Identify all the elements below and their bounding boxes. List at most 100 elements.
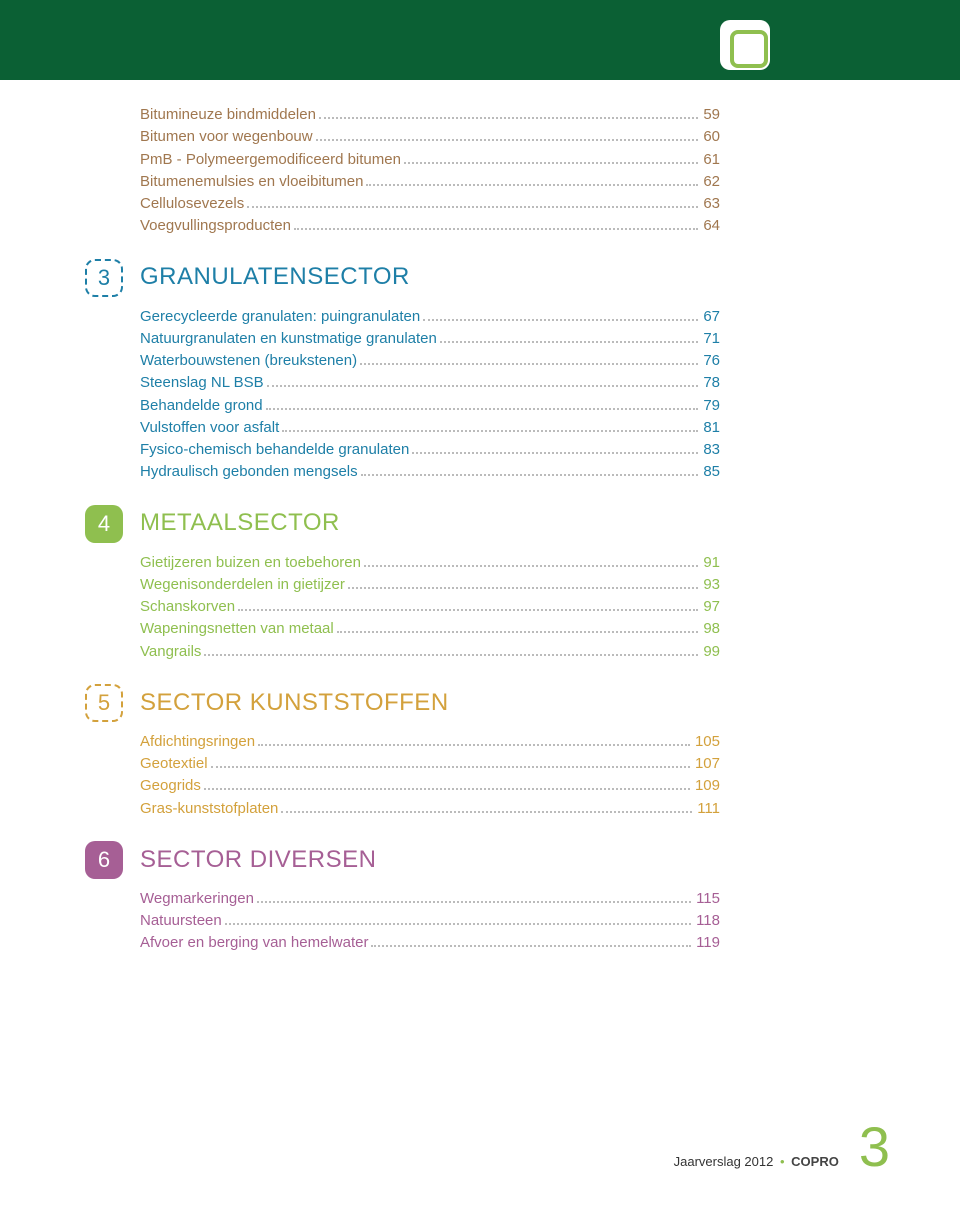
toc-item-label: Cellulosevezels — [140, 194, 244, 214]
dot-leader — [423, 319, 698, 321]
toc-item-page: 78 — [701, 373, 720, 393]
dot-leader — [360, 363, 698, 365]
footer-report-label: Jaarverslag 2012 — [674, 1154, 774, 1169]
toc-item-page: 59 — [701, 105, 720, 125]
dot-leader — [267, 385, 699, 387]
tab-notch-icon — [720, 20, 770, 70]
footer-brand: COPRO — [791, 1154, 839, 1169]
toc-item: Fysico-chemisch behandelde granulaten 83 — [140, 440, 720, 460]
dot-leader — [294, 228, 698, 230]
toc-item-label: Waterbouwstenen (breukstenen) — [140, 351, 357, 371]
section-header: 3 GRANULATENSECTOR — [85, 259, 720, 297]
section-title: SECTOR DIVERSEN — [140, 844, 376, 876]
toc-item: Bitumenemulsies en vloeibitumen 62 — [140, 172, 720, 192]
toc-item: Afvoer en berging van hemelwater119 — [140, 933, 720, 953]
toc-item-label: Natuursteen — [140, 911, 222, 931]
toc-item-page: 83 — [701, 440, 720, 460]
toc-item-page: 91 — [701, 553, 720, 573]
toc-item-label: Wegmarkeringen — [140, 889, 254, 909]
dot-leader — [204, 654, 698, 656]
toc-item-label: Gras-kunststofplaten — [140, 799, 278, 819]
dot-leader — [247, 206, 698, 208]
dot-leader — [440, 341, 698, 343]
toc-item-label: Afdichtingsringen — [140, 732, 255, 752]
dot-leader — [337, 631, 699, 633]
toc-item: Voegvullingsproducten 64 — [140, 216, 720, 236]
toc-item: Wegenisonderdelen in gietijzer 93 — [140, 575, 720, 595]
dot-leader — [366, 184, 698, 186]
toc-item-label: Bitumenemulsies en vloeibitumen — [140, 172, 363, 192]
section-title: SECTOR KUNSTSTOFFEN — [140, 687, 449, 719]
dot-leader — [361, 474, 699, 476]
toc-item-label: Bitumen voor wegenbouw — [140, 127, 313, 147]
toc-item-label: Wegenisonderdelen in gietijzer — [140, 575, 345, 595]
toc-item-page: 111 — [695, 799, 720, 819]
toc-item-label: Hydraulisch gebonden mengsels — [140, 462, 358, 482]
toc-item: Natuursteen 118 — [140, 911, 720, 931]
toc-item-label: Steenslag NL BSB — [140, 373, 264, 393]
toc-item-page: 71 — [701, 329, 720, 349]
toc-item-label: Gietijzeren buizen en toebehoren — [140, 553, 361, 573]
dot-leader — [319, 117, 698, 119]
toc-item: Behandelde grond 79 — [140, 396, 720, 416]
dot-leader — [412, 452, 698, 454]
toc-item-label: Bitumineuze bindmiddelen — [140, 105, 316, 125]
section-header: 4METAALSECTOR — [85, 505, 720, 543]
section-number-badge: 3 — [85, 259, 123, 297]
toc-item-page: 118 — [694, 911, 720, 931]
toc-item-label: Geogrids — [140, 776, 201, 796]
dot-leader — [257, 901, 691, 903]
toc-item: Natuurgranulaten en kunstmatige granulat… — [140, 329, 720, 349]
toc-item: Vulstoffen voor asfalt81 — [140, 418, 720, 438]
toc-item-page: 85 — [701, 462, 720, 482]
toc-item-page: 93 — [701, 575, 720, 595]
dot-leader — [316, 139, 699, 141]
dot-leader — [238, 609, 698, 611]
toc-item-page: 62 — [701, 172, 720, 192]
toc-item-page: 64 — [701, 216, 720, 236]
toc-item-label: Wapeningsnetten van metaal — [140, 619, 334, 639]
section-header: 5 SECTOR KUNSTSTOFFEN — [85, 684, 720, 722]
dot-leader — [281, 811, 692, 813]
toc-item: Wegmarkeringen 115 — [140, 889, 720, 909]
dot-leader — [204, 788, 690, 790]
toc-item-page: 109 — [693, 776, 720, 796]
dot-leader — [364, 565, 698, 567]
toc-item-label: Schanskorven — [140, 597, 235, 617]
dot-leader — [266, 408, 699, 410]
toc-item: Gerecycleerde granulaten: puingranulaten… — [140, 307, 720, 327]
dot-leader — [211, 766, 690, 768]
footer-bullet-icon: • — [780, 1154, 785, 1169]
section-number-badge: 4 — [85, 505, 123, 543]
toc-item: Waterbouwstenen (breukstenen) 76 — [140, 351, 720, 371]
toc-item-label: Voegvullingsproducten — [140, 216, 291, 236]
toc-item-label: Behandelde grond — [140, 396, 263, 416]
section-number-badge: 5 — [85, 684, 123, 722]
toc-item-page: 107 — [693, 754, 720, 774]
dot-leader — [258, 744, 690, 746]
toc-item-label: Fysico-chemisch behandelde granulaten — [140, 440, 409, 460]
toc-item-page: 67 — [701, 307, 720, 327]
dot-leader — [404, 162, 698, 164]
section-header: 6SECTOR DIVERSEN — [85, 841, 720, 879]
toc-item-label: Geotextiel — [140, 754, 208, 774]
dot-leader — [348, 587, 698, 589]
toc-item: PmB - Polymeergemodificeerd bitumen61 — [140, 150, 720, 170]
toc-item-page: 97 — [701, 597, 720, 617]
toc-item-page: 61 — [701, 150, 720, 170]
page-footer: Jaarverslag 2012 • COPRO 3 — [674, 1119, 890, 1175]
toc-item-page: 79 — [701, 396, 720, 416]
toc-item-page: 105 — [693, 732, 720, 752]
toc-item-label: Afvoer en berging van hemelwater — [140, 933, 368, 953]
toc-item: Bitumen voor wegenbouw 60 — [140, 127, 720, 147]
toc-item: Vangrails99 — [140, 642, 720, 662]
toc-item: Bitumineuze bindmiddelen 59 — [140, 105, 720, 125]
toc-item-page: 60 — [701, 127, 720, 147]
toc-item-page: 99 — [701, 642, 720, 662]
toc-item: Cellulosevezels 63 — [140, 194, 720, 214]
section-title: GRANULATENSECTOR — [140, 261, 410, 293]
footer-text: Jaarverslag 2012 • COPRO — [674, 1154, 839, 1169]
toc-item-page: 63 — [701, 194, 720, 214]
toc-item-page: 115 — [694, 889, 720, 909]
toc-item-page: 76 — [701, 351, 720, 371]
